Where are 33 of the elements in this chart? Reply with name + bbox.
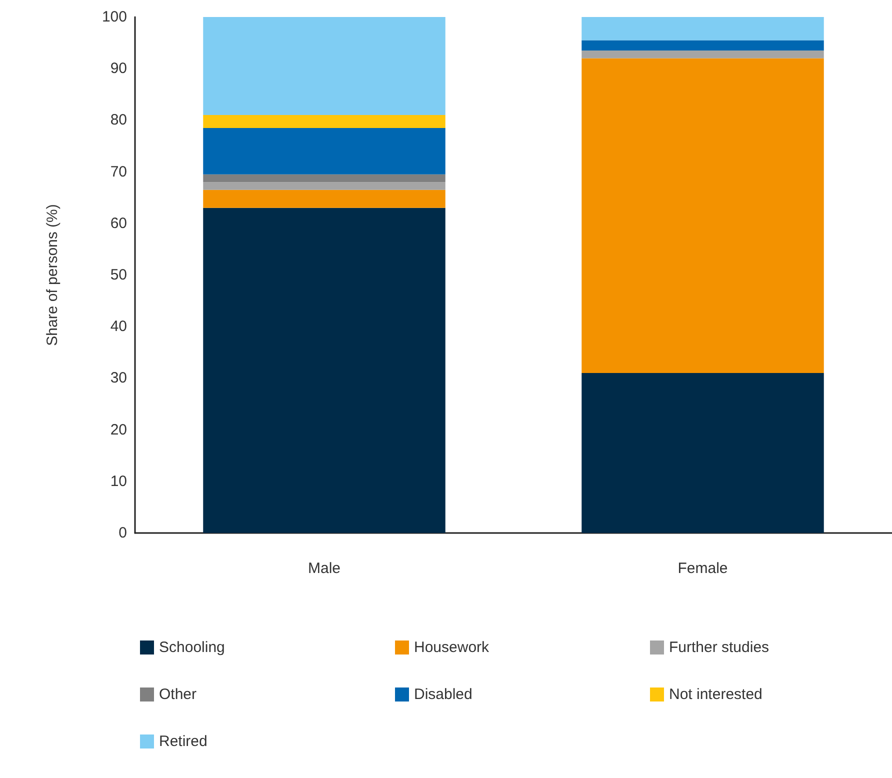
legend-label: Other	[159, 686, 197, 703]
x-tick-label: Male	[308, 560, 341, 577]
y-tick-label: 80	[110, 112, 127, 129]
y-tick-label: 60	[110, 214, 127, 232]
bar	[203, 182, 446, 190]
bar	[203, 174, 446, 182]
y-tick-label: 100	[102, 8, 127, 26]
y-tick-label: 40	[110, 318, 127, 336]
bar	[203, 17, 446, 116]
y-tick-label: 70	[110, 163, 127, 180]
bar	[582, 17, 824, 40]
bar	[203, 190, 446, 208]
legend-label: Schooling	[159, 639, 225, 656]
legend-label: Retired	[159, 733, 208, 750]
legend-label: Disabled	[414, 686, 472, 703]
legend-label: Housework	[414, 639, 490, 656]
bar	[582, 40, 824, 51]
legend-label: Further studies	[669, 639, 770, 656]
y-tick-label: 50	[110, 266, 127, 284]
y-tick-label: 30	[110, 370, 127, 387]
x-tick-label: Female	[678, 560, 728, 577]
y-tick-label: 90	[110, 60, 127, 78]
bar	[582, 373, 824, 533]
y-tick-label: 0	[118, 524, 127, 542]
bar	[203, 115, 446, 128]
bar	[582, 58, 824, 374]
bar	[203, 128, 446, 174]
y-axis-title: Share of persons (%)	[44, 204, 61, 346]
legend-label: Not interested	[669, 686, 762, 703]
bar	[203, 208, 446, 533]
y-tick-label: 10	[110, 472, 127, 490]
y-tick-label: 20	[110, 421, 127, 438]
bar	[582, 50, 824, 58]
